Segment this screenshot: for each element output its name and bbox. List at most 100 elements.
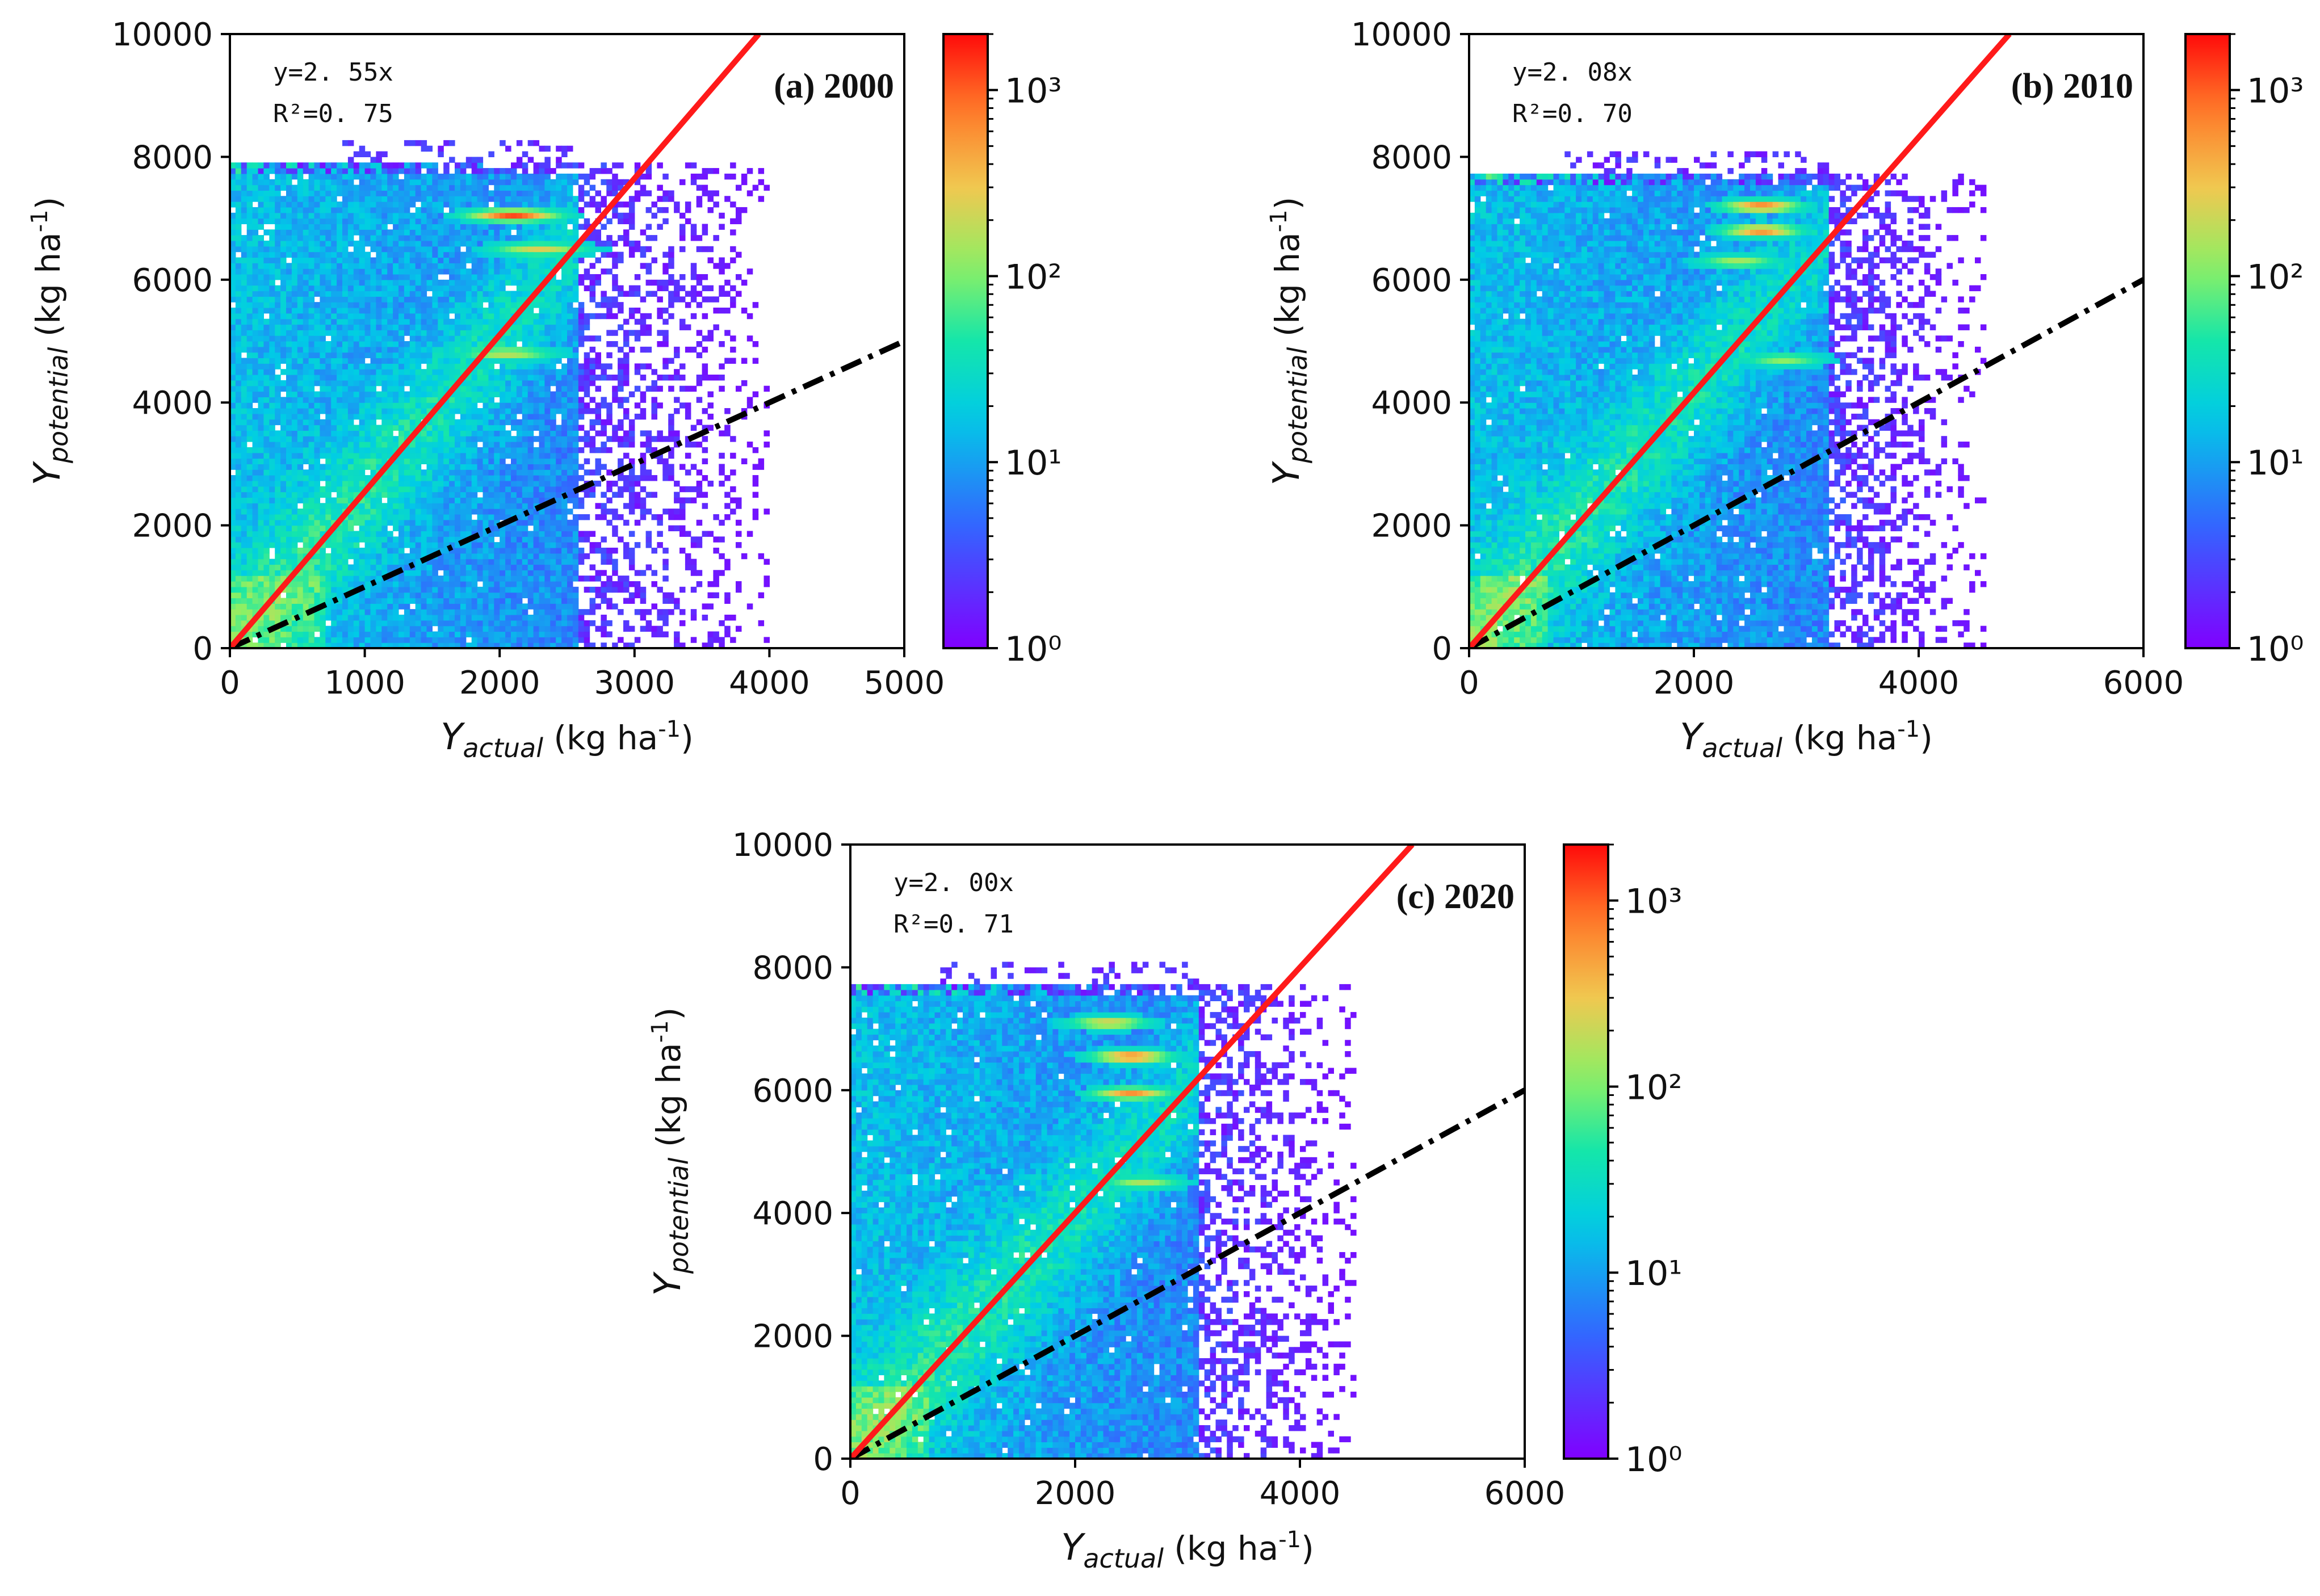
histogram-cell	[263, 514, 270, 520]
histogram-cell	[511, 358, 517, 364]
histogram-cell	[246, 547, 253, 554]
histogram-cell	[539, 486, 545, 493]
histogram-cell	[359, 509, 366, 515]
histogram-cell	[308, 369, 315, 375]
histogram-cell	[387, 547, 393, 554]
histogram-cell	[280, 330, 287, 336]
histogram-cell	[246, 263, 253, 269]
histogram-cell	[320, 375, 326, 381]
histogram-cell	[404, 212, 410, 219]
histogram-cell	[252, 168, 259, 174]
histogram-cell	[370, 509, 376, 515]
histogram-cell	[409, 642, 416, 648]
histogram-cell	[241, 581, 247, 587]
histogram-cell	[381, 631, 388, 637]
histogram-cell	[246, 363, 253, 369]
histogram-cell	[353, 553, 360, 560]
histogram-cell	[359, 397, 366, 403]
histogram-cell	[387, 240, 393, 247]
histogram-cell	[314, 469, 320, 476]
histogram-cell	[303, 408, 309, 414]
histogram-cell	[325, 235, 332, 241]
histogram-cell	[376, 302, 382, 308]
histogram-cell	[556, 452, 562, 459]
histogram-cell	[421, 564, 427, 570]
histogram-cell	[494, 570, 500, 576]
histogram-cell	[314, 553, 320, 560]
histogram-cell	[370, 452, 376, 459]
histogram-cell	[297, 442, 304, 448]
histogram-cell	[331, 581, 337, 587]
histogram-cell	[465, 341, 472, 347]
histogram-cell	[460, 480, 467, 487]
histogram-cell	[308, 358, 315, 364]
histogram-cell	[460, 318, 467, 325]
histogram-cell	[511, 497, 517, 503]
histogram-cell	[291, 375, 298, 381]
histogram-cell	[460, 436, 467, 442]
histogram-cell	[275, 246, 281, 253]
histogram-cell	[291, 184, 298, 191]
histogram-cell	[235, 625, 242, 632]
histogram-cell	[516, 369, 523, 375]
histogram-cell	[539, 168, 545, 174]
histogram-cell	[409, 179, 416, 186]
histogram-cell	[280, 503, 287, 509]
histogram-cell	[308, 207, 315, 213]
histogram-cell	[539, 307, 545, 314]
histogram-cell	[421, 201, 427, 208]
histogram-cell	[421, 447, 427, 453]
histogram-cell	[258, 224, 264, 230]
histogram-cell	[308, 464, 315, 470]
histogram-cell	[325, 385, 332, 392]
histogram-cell	[438, 207, 444, 213]
histogram-cell	[438, 553, 444, 560]
histogram-cell	[337, 201, 343, 208]
histogram-cell	[500, 168, 506, 174]
histogram-cell	[297, 397, 304, 403]
histogram-cell	[477, 464, 484, 470]
histogram-cell	[494, 391, 500, 397]
histogram-cell	[511, 184, 517, 191]
histogram-cell	[263, 547, 270, 554]
histogram-cell	[438, 525, 444, 532]
histogram-cell	[488, 408, 494, 414]
histogram-cell	[303, 274, 309, 280]
histogram-cell	[325, 375, 332, 381]
histogram-cell	[241, 240, 247, 247]
histogram-cell	[438, 497, 444, 503]
histogram-cell	[544, 375, 551, 381]
histogram-cell	[269, 291, 275, 297]
histogram-cell	[342, 196, 349, 202]
histogram-cell	[511, 179, 517, 186]
histogram-cell	[421, 145, 427, 152]
histogram-cell	[235, 458, 242, 464]
histogram-cell	[303, 458, 309, 464]
histogram-cell	[432, 586, 438, 593]
histogram-cell	[409, 201, 416, 208]
histogram-cell	[527, 402, 534, 409]
histogram-cell	[460, 274, 467, 280]
histogram-cell	[258, 436, 264, 442]
histogram-cell	[404, 196, 410, 202]
histogram-cell	[483, 598, 489, 604]
histogram-cell	[314, 413, 320, 420]
histogram-cell	[359, 391, 366, 397]
histogram-cell	[353, 251, 360, 258]
histogram-cell	[263, 380, 270, 387]
histogram-cell	[235, 570, 242, 576]
histogram-cell	[337, 503, 343, 509]
histogram-cell	[455, 313, 461, 320]
histogram-cell	[500, 469, 506, 476]
histogram-cell	[522, 335, 528, 342]
histogram-cell	[460, 363, 467, 369]
histogram-cell	[280, 469, 287, 476]
histogram-cell	[275, 581, 281, 587]
histogram-cell	[483, 531, 489, 537]
histogram-cell	[263, 447, 270, 453]
histogram-cell	[393, 603, 399, 610]
histogram-cell	[455, 637, 461, 643]
histogram-cell	[235, 313, 242, 320]
histogram-cell	[359, 162, 366, 169]
histogram-cell	[314, 620, 320, 627]
